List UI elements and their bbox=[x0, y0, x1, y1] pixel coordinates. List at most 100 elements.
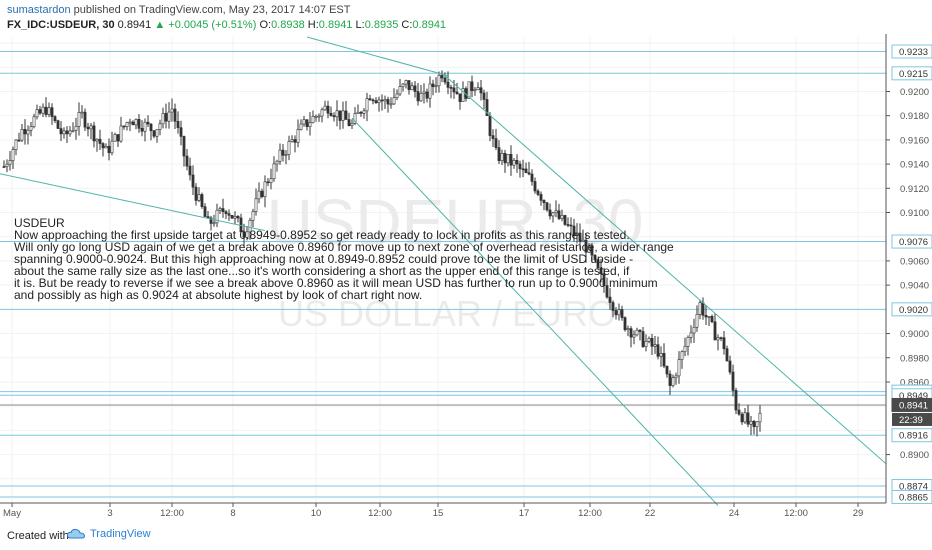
candle-body bbox=[317, 115, 321, 118]
price-change: ▲ +0.0045 (+0.51%) bbox=[154, 19, 257, 31]
candle-body bbox=[266, 181, 270, 184]
candle-body bbox=[659, 353, 663, 357]
candle-body bbox=[680, 351, 684, 360]
candle-body bbox=[386, 99, 390, 105]
candle-body bbox=[398, 86, 402, 95]
candle-body bbox=[251, 211, 255, 221]
candle-body bbox=[743, 412, 747, 423]
candle-body bbox=[200, 194, 204, 208]
candle-body bbox=[104, 145, 108, 149]
candle-body bbox=[641, 331, 645, 347]
candle-body bbox=[668, 373, 672, 386]
price-tick-label-10: 0.9040 bbox=[900, 281, 929, 292]
candle-body bbox=[701, 302, 705, 316]
price-tick-label-13: 0.8980 bbox=[900, 353, 929, 364]
candle-body bbox=[623, 317, 627, 331]
annotation-line-1: Now approaching the first upside target … bbox=[14, 228, 630, 242]
candle-body bbox=[296, 129, 300, 143]
time-tick-label-9: 22 bbox=[645, 508, 656, 519]
author-link[interactable]: sumastardon bbox=[7, 4, 71, 16]
candle-body bbox=[155, 129, 159, 137]
candle-body bbox=[611, 302, 615, 311]
candle-body bbox=[326, 105, 330, 114]
candle-body bbox=[500, 153, 504, 162]
candle-body bbox=[338, 110, 342, 121]
candle-body bbox=[323, 105, 327, 111]
price-tick-label-6: 0.9120 bbox=[900, 184, 929, 195]
candle-body bbox=[572, 225, 576, 236]
time-tick-label-6: 15 bbox=[433, 508, 444, 519]
time-tick-label-3: 8 bbox=[230, 508, 235, 519]
candle-body bbox=[47, 107, 51, 115]
candle-body bbox=[746, 412, 750, 425]
candle-body bbox=[527, 172, 531, 175]
candle-body bbox=[638, 329, 642, 332]
candle-body bbox=[530, 173, 534, 182]
candle-body bbox=[206, 216, 210, 219]
price-tag-label-2: 0.9076 bbox=[899, 237, 928, 248]
tradingview-logo[interactable]: TradingView bbox=[66, 528, 151, 540]
candle-body bbox=[293, 139, 297, 143]
symbol-info: FX_IDC:USDEUR, 30 0.8941 ▲ +0.0045 (+0.5… bbox=[7, 19, 446, 31]
trendline-1[interactable] bbox=[306, 36, 449, 77]
price-tag-label-6: 0.8941 bbox=[899, 400, 928, 411]
trendline-3[interactable] bbox=[444, 75, 911, 486]
price-chart[interactable]: USDEUR, 30 US DOLLAR / EURO USDEUR Now a… bbox=[0, 34, 932, 520]
watermark-description: US DOLLAR / EURO bbox=[278, 293, 616, 334]
candle-body bbox=[674, 375, 678, 379]
close-label: C: bbox=[401, 19, 413, 31]
price-tag-7 bbox=[891, 428, 932, 443]
annotation-text: USDEUR Now approaching the first upside … bbox=[14, 216, 674, 302]
candle-body bbox=[617, 309, 621, 316]
candle-body bbox=[26, 129, 30, 135]
candle-body bbox=[5, 163, 9, 167]
candle-body bbox=[137, 119, 141, 129]
candle-body bbox=[449, 87, 453, 89]
trendline-2[interactable] bbox=[351, 117, 719, 506]
time-tick-label-8: 12:00 bbox=[578, 508, 602, 519]
candle-body bbox=[281, 149, 285, 156]
candle-body bbox=[491, 135, 495, 139]
candle-body bbox=[542, 200, 546, 204]
candle-body bbox=[110, 140, 114, 154]
candle-body bbox=[755, 421, 759, 428]
candle-body bbox=[494, 138, 498, 148]
candle-body bbox=[14, 139, 18, 150]
candle-body bbox=[74, 125, 78, 131]
candle-body bbox=[446, 81, 450, 88]
candle-body bbox=[734, 390, 738, 411]
candle-body bbox=[347, 119, 351, 127]
price-tag-label-1: 0.9215 bbox=[899, 69, 928, 80]
candle-body bbox=[728, 360, 732, 373]
candle-body bbox=[677, 359, 681, 377]
candle-body bbox=[368, 98, 372, 101]
candle-body bbox=[422, 91, 426, 94]
candle-body bbox=[311, 116, 315, 124]
candle-body bbox=[257, 190, 261, 200]
candle-body bbox=[23, 129, 27, 135]
candle-body bbox=[146, 121, 150, 125]
price-tick-label-3: 0.9180 bbox=[900, 111, 929, 122]
candle-body bbox=[212, 222, 216, 225]
candle-body bbox=[68, 130, 72, 135]
open-label: O: bbox=[259, 19, 272, 31]
candle-body bbox=[485, 99, 489, 116]
candle-body bbox=[233, 215, 237, 219]
candle-body bbox=[566, 224, 570, 226]
time-tick-label-11: 12:00 bbox=[784, 508, 808, 519]
trendline-0[interactable] bbox=[0, 171, 266, 232]
created-with-label: Created with bbox=[7, 530, 69, 542]
price-tick-label-5: 0.9140 bbox=[900, 160, 929, 171]
candle-body bbox=[716, 337, 720, 341]
candle-body bbox=[65, 130, 69, 135]
candle-body bbox=[719, 337, 723, 339]
candle-body bbox=[689, 332, 693, 338]
candle-body bbox=[587, 245, 591, 253]
candle-body bbox=[710, 316, 714, 323]
time-axis[interactable]: May 3 12:00 8 10 12:00 15 17 12:00 22 24 12:00 29 bbox=[0, 502, 886, 519]
publish-info: sumastardon published on TradingView.com… bbox=[7, 4, 350, 16]
candle-body bbox=[113, 134, 117, 142]
candle-body bbox=[29, 126, 33, 131]
candle-body bbox=[269, 178, 273, 183]
candle-body bbox=[512, 160, 516, 166]
